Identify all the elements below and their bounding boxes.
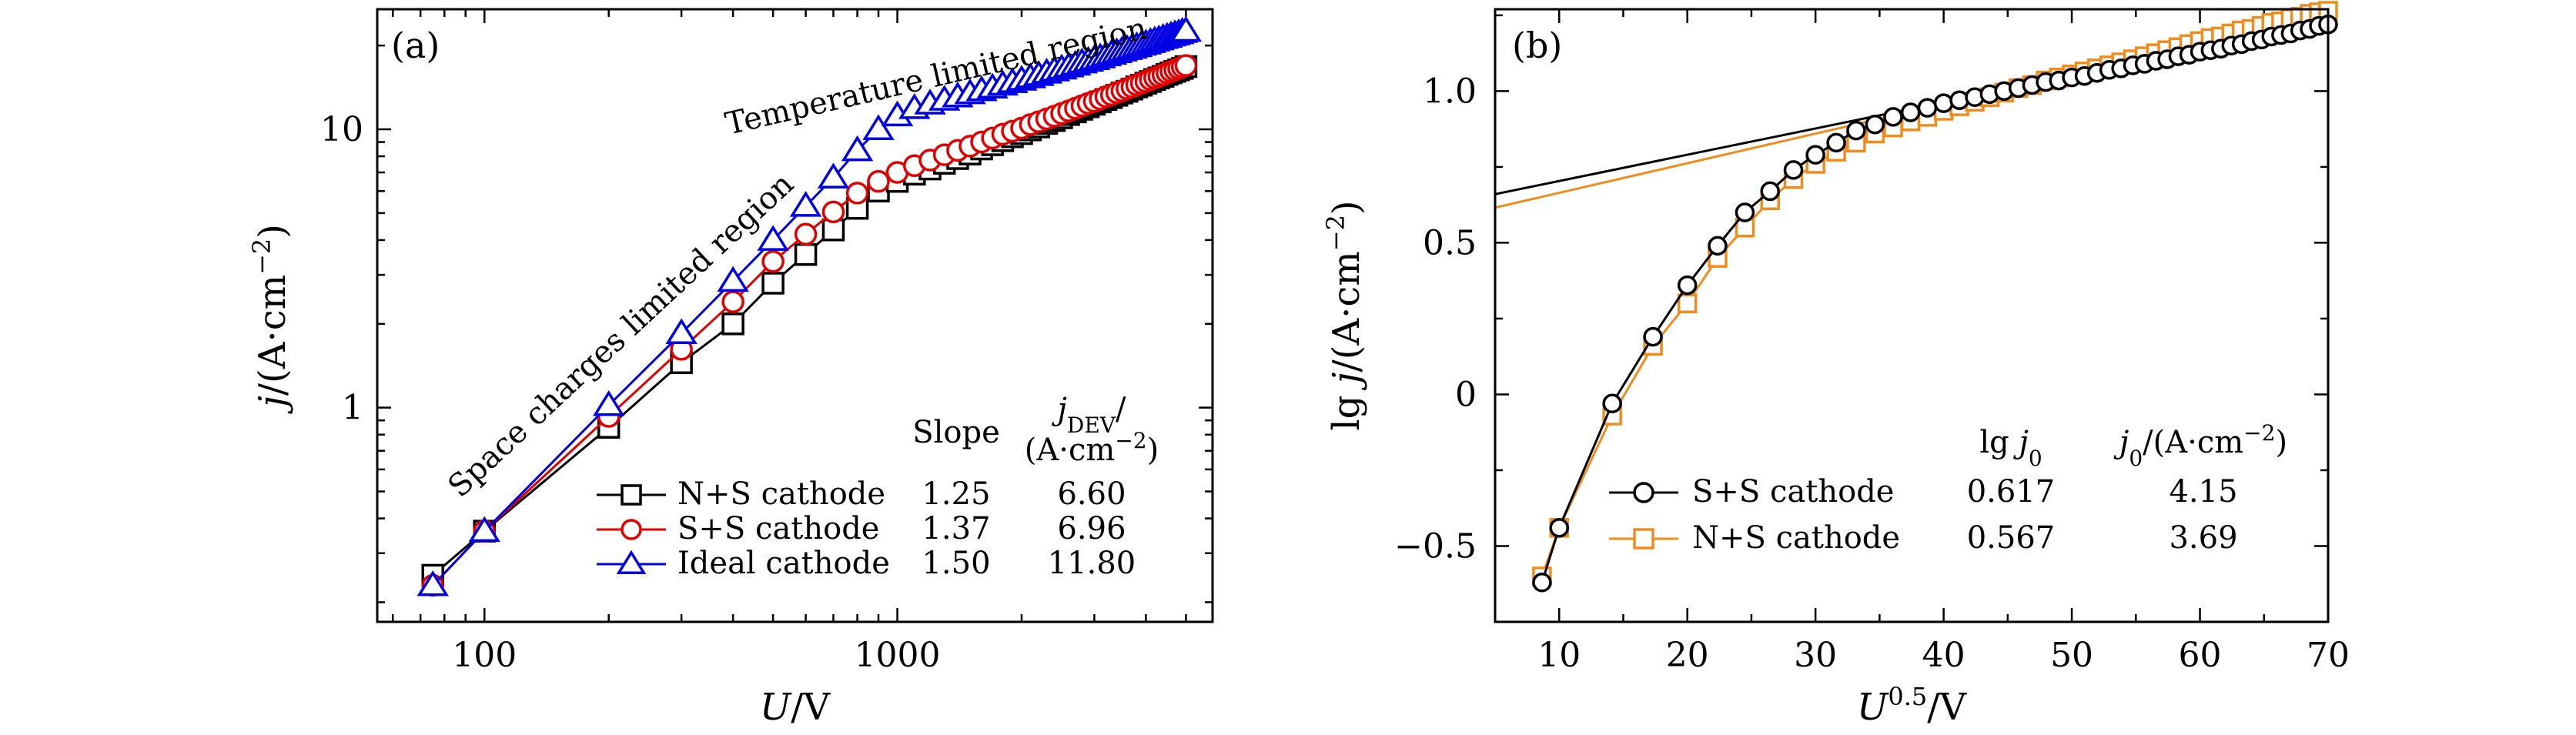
- legend-header-slope: Slope: [912, 415, 1000, 450]
- data-point: [1846, 120, 1866, 141]
- data-point: [1677, 275, 1698, 296]
- legend-series-slope: 1.50: [922, 546, 990, 581]
- panel-a: 100 1000 1 10 U/V j/(A·cm−2) (a) Space charges …: [247, 8, 1214, 729]
- data-point: [845, 182, 869, 205]
- data-point: [761, 250, 785, 273]
- legend-series-lgj0: 0.617: [1967, 474, 2056, 509]
- legend-series-name: S+S cathode: [677, 511, 879, 546]
- x-tick-label: 50: [2050, 636, 2093, 675]
- data-point: [468, 516, 500, 543]
- data-point: [867, 169, 890, 193]
- x-axis-label: U0.5/V: [1857, 682, 1968, 729]
- legend-series-j0: 3.69: [2169, 520, 2237, 556]
- legend-series-jdev: 11.80: [1048, 546, 1136, 581]
- data-point: [1933, 93, 1954, 113]
- data-point: [1602, 393, 1622, 414]
- x-tick-label: 1000: [855, 636, 941, 675]
- y-axis-label: j/(A·cm−2): [247, 224, 294, 414]
- legend-series-jdev: 6.96: [1057, 511, 1126, 546]
- data-point: [1677, 293, 1698, 313]
- plot-frame: [376, 8, 1214, 623]
- data-point: [1735, 202, 1755, 222]
- y-tick-label: −0.5: [1394, 526, 1477, 566]
- data-point: [1783, 160, 1804, 180]
- data-point: [1865, 114, 1885, 135]
- legend-marker: [616, 550, 647, 574]
- data-point: [1805, 145, 1825, 165]
- data-point: [1900, 102, 1921, 122]
- plot-frame: [1494, 8, 2330, 623]
- panel-label: (a): [391, 25, 440, 66]
- legend-marker: [1633, 482, 1654, 503]
- y-tick-label: 1.0: [1423, 72, 1477, 111]
- data-point: [862, 114, 895, 140]
- legend-series-slope: 1.37: [922, 511, 990, 546]
- data-point: [821, 200, 845, 224]
- data-point: [721, 312, 744, 336]
- x-tick-label: 30: [1794, 636, 1837, 675]
- data-point: [1532, 573, 1552, 593]
- x-tick-label: 60: [2179, 636, 2222, 675]
- data-point: [593, 389, 625, 416]
- legend-header-jdev-unit: (A·cm−2): [1025, 428, 1159, 469]
- annotation-space-charge: Space charges limited region: [441, 166, 800, 504]
- data-point: [794, 242, 818, 266]
- legend-marker: [621, 519, 642, 540]
- x-tick-label: 70: [2307, 636, 2350, 675]
- data-point: [794, 222, 818, 246]
- legend-marker: [621, 484, 642, 506]
- y-tick-label: 0: [1455, 375, 1477, 414]
- x-tick-label: 20: [1666, 636, 1709, 675]
- panel-b: 10 20 30 40 50 60 70 −0.5 0 0.5 1.0 U0.5/V lg j/(A·c…: [1321, 1, 2350, 729]
- data-point: [721, 290, 744, 313]
- x-tick-label: 10: [1537, 636, 1581, 675]
- legend-series-name: S+S cathode: [1692, 474, 1894, 509]
- data-point: [1760, 181, 1780, 202]
- panel-label: (b): [1512, 25, 1562, 66]
- legend-header-j0: j0/(A·cm−2): [2113, 420, 2287, 471]
- legend-marker: [1633, 528, 1654, 550]
- legend-series-name: Ideal cathode: [677, 546, 890, 581]
- data-point: [417, 570, 449, 596]
- data-point: [1643, 326, 1663, 347]
- y-tick-label: 0.5: [1423, 223, 1477, 262]
- y-tick-label: 10: [320, 110, 363, 149]
- data-point: [789, 191, 822, 217]
- x-tick-label: 40: [1922, 636, 1965, 675]
- legend-series-name: N+S cathode: [677, 476, 885, 512]
- data-point: [757, 225, 789, 251]
- legend-series-jdev: 6.60: [1057, 476, 1126, 512]
- data-point: [1174, 54, 1198, 77]
- data-point: [1708, 236, 1728, 256]
- data-point: [817, 162, 850, 189]
- data-point: [1883, 107, 1903, 127]
- data-point: [1917, 98, 1938, 118]
- data-point: [1949, 90, 1969, 110]
- legend-series-name: N+S cathode: [1692, 520, 1900, 556]
- data-point: [1169, 15, 1203, 42]
- data-point: [717, 266, 749, 292]
- data-point: [1549, 518, 1569, 538]
- legend-series-j0: 4.15: [2169, 474, 2237, 509]
- legend-series-slope: 1.25: [922, 476, 990, 512]
- data-point: [1826, 132, 1846, 153]
- data-point: [665, 318, 698, 344]
- data-point: [761, 272, 785, 295]
- y-axis-label: lg j/(A·cm−2): [1321, 200, 1368, 430]
- x-tick-label: 100: [452, 636, 517, 675]
- x-axis-label: U/V: [760, 686, 831, 729]
- y-tick-label: 1: [342, 389, 363, 428]
- data-point: [841, 135, 874, 162]
- legend-series-lgj0: 0.567: [1967, 520, 2056, 556]
- legend-header-lgj0: lg j0: [1979, 425, 2042, 471]
